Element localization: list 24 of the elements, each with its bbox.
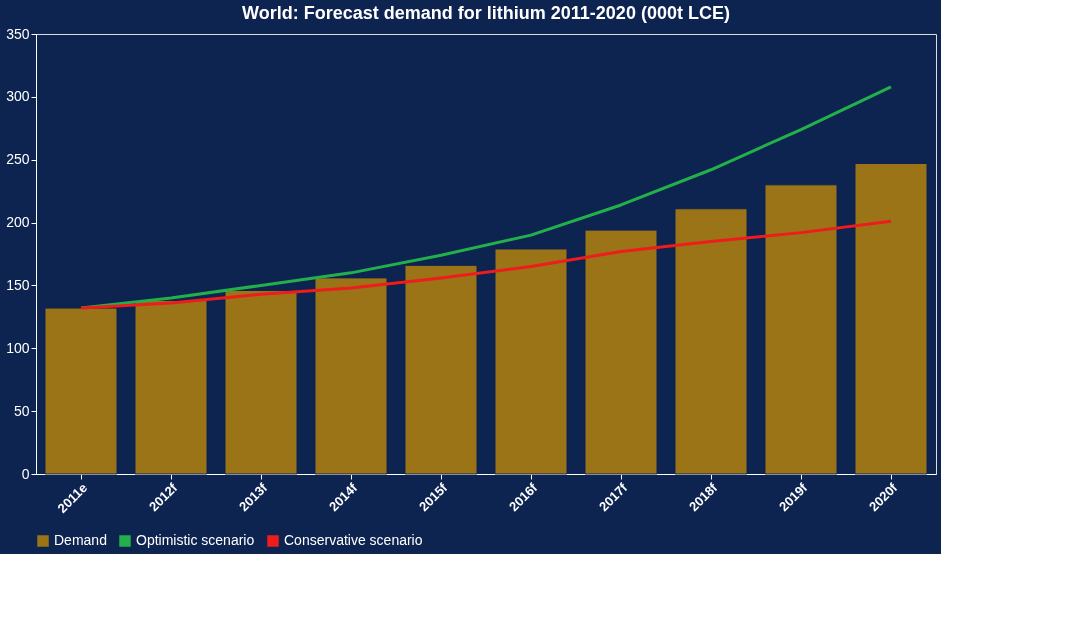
bar bbox=[674, 208, 748, 475]
bar bbox=[764, 184, 838, 475]
bar bbox=[314, 277, 388, 475]
y-tick-label: 0 bbox=[21, 465, 30, 482]
bar bbox=[854, 162, 928, 475]
bar bbox=[584, 229, 658, 475]
y-tick-label: 350 bbox=[6, 25, 30, 42]
y-tick-label: 250 bbox=[6, 151, 30, 168]
bar bbox=[134, 300, 208, 475]
line-series bbox=[79, 219, 893, 310]
bar bbox=[404, 264, 478, 475]
y-tick-label: 50 bbox=[13, 402, 30, 419]
y-tick-label: 150 bbox=[6, 276, 30, 293]
y-tick-label: 200 bbox=[6, 214, 30, 231]
legend-label: Optimistic scenario bbox=[136, 532, 255, 548]
bar bbox=[494, 248, 568, 475]
y-tick-label: 300 bbox=[6, 88, 30, 105]
line-series bbox=[79, 85, 893, 310]
legend-label: Demand bbox=[54, 532, 107, 548]
legend-label: Conservative scenario bbox=[284, 532, 423, 548]
chart-title: World: Forecast demand for lithium 2011-2020 (000t LCE) bbox=[242, 3, 730, 23]
bar bbox=[224, 289, 298, 475]
bar bbox=[44, 307, 118, 475]
y-tick-label: 100 bbox=[6, 339, 30, 356]
